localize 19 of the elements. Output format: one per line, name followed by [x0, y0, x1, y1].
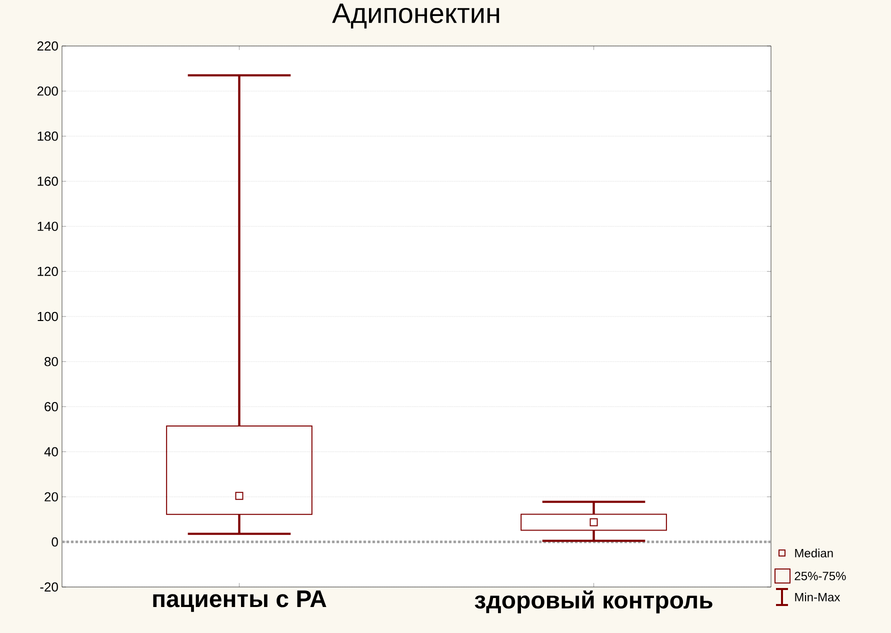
y-tick-label: 200: [37, 86, 58, 96]
y-tick-label: 220: [37, 41, 58, 51]
y-tick-label: 120: [38, 266, 58, 276]
y-tick-label: -20: [40, 582, 58, 592]
y-tick-label: 40: [44, 447, 58, 456]
x-tick-label: пациенты с РА: [153, 590, 326, 612]
text: Median: [795, 548, 833, 558]
y-tick-label: 0: [52, 537, 58, 547]
chart-title: Адипонектин: [332, 4, 500, 28]
y-tick-label: 60: [44, 402, 58, 412]
y-tick-label: 180: [38, 132, 58, 141]
y-tick-label: 80: [44, 356, 58, 366]
text: 25%-75%: [794, 572, 846, 580]
y-tick-label: 100: [38, 312, 58, 322]
y-tick-label: 20: [44, 492, 58, 502]
y-tick-label: 160: [38, 176, 58, 186]
text: Min-Max: [795, 592, 840, 602]
y-tick-label: 140: [38, 222, 58, 231]
x-tick-label: здоровый контроль: [474, 590, 712, 614]
